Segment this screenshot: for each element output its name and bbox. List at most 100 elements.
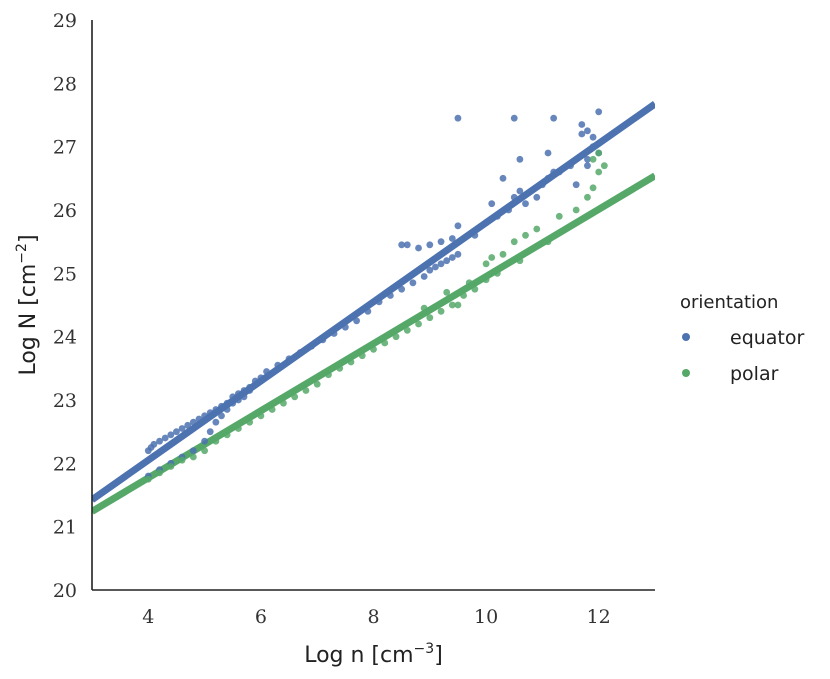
data-point-polar	[291, 393, 299, 401]
data-point-equator	[263, 368, 270, 375]
data-point-equator	[589, 143, 597, 151]
data-point-polar	[325, 371, 332, 379]
data-point-equator	[454, 222, 462, 230]
data-point-equator	[544, 174, 552, 182]
data-point-equator	[578, 121, 586, 128]
data-point-polar	[370, 345, 377, 353]
data-point-polar	[403, 326, 411, 334]
data-point-equator	[206, 409, 214, 417]
regression-line-polar	[92, 172, 655, 515]
x-tick-label: 6	[255, 606, 267, 628]
data-point-polar	[212, 437, 220, 445]
data-point-equator	[533, 193, 541, 201]
data-point-equator	[341, 323, 349, 331]
legend-marker-equator	[682, 333, 690, 341]
data-point-polar	[544, 238, 552, 246]
data-point-polar	[533, 225, 541, 233]
data-point-equator	[330, 330, 338, 337]
data-point-polar	[589, 184, 597, 192]
data-point-equator	[251, 377, 259, 385]
data-point-equator	[161, 434, 169, 442]
data-point-polar	[482, 260, 490, 268]
x-tick-label: 10	[474, 606, 498, 628]
data-point-polar	[178, 456, 186, 464]
data-point-equator	[443, 257, 451, 265]
legend-marker-polar	[682, 369, 690, 377]
data-point-equator	[539, 181, 546, 189]
data-point-equator	[319, 336, 327, 344]
data-point-polar	[268, 406, 276, 413]
data-point-equator	[550, 114, 558, 122]
data-point-equator	[499, 174, 507, 182]
data-point-equator	[448, 235, 456, 242]
data-point-equator	[516, 155, 524, 163]
data-point-equator	[150, 440, 158, 448]
data-point-equator	[550, 168, 558, 176]
legend-label-polar: polar	[730, 363, 779, 385]
data-point-equator	[296, 349, 304, 356]
y-tick-label: 26	[53, 200, 77, 222]
data-point-equator	[595, 108, 603, 116]
legend-title: orientation	[680, 292, 778, 313]
data-point-polar	[358, 352, 366, 360]
axes: 4 6 8 10 12 20 21 22 23 24 25 26 27 28 29 Log n [cm−3] L…	[14, 10, 655, 668]
data-point-polar	[189, 453, 197, 461]
data-point-polar	[488, 254, 496, 261]
data-point-polar	[595, 149, 603, 157]
data-point-polar	[465, 279, 473, 287]
data-point-equator	[426, 241, 434, 249]
data-point-equator	[403, 241, 411, 249]
y-tick-label: 23	[53, 390, 77, 412]
data-point-polar	[313, 380, 321, 388]
data-point-equator	[223, 399, 231, 407]
data-point-polar	[246, 418, 254, 426]
data-point-polar	[336, 364, 344, 372]
data-point-polar	[437, 307, 445, 315]
data-point-equator	[257, 374, 265, 382]
data-point-equator	[448, 254, 456, 261]
data-point-polar	[443, 288, 451, 296]
data-point-polar	[555, 212, 563, 220]
data-point-polar	[201, 447, 209, 455]
data-point-equator	[274, 361, 282, 369]
data-point-polar	[381, 339, 389, 347]
data-point-equator	[482, 219, 490, 227]
data-point-polar	[493, 269, 501, 277]
data-point-equator	[567, 162, 574, 170]
data-point-equator	[505, 206, 513, 214]
data-point-polar	[426, 314, 434, 322]
data-point-equator	[584, 127, 591, 135]
data-point-equator	[195, 415, 203, 423]
data-point-polar	[257, 412, 265, 420]
data-point-polar	[144, 475, 152, 483]
data-point-polar	[522, 231, 529, 239]
legend-label-equator: equator	[730, 327, 805, 349]
data-point-polar	[482, 276, 490, 284]
data-point-equator	[578, 130, 586, 138]
data-point-polar	[589, 155, 597, 163]
data-point-polar	[460, 292, 467, 299]
data-point-equator	[572, 181, 580, 189]
data-point-equator	[555, 168, 563, 176]
data-point-equator	[488, 200, 496, 208]
data-point-polar	[167, 463, 175, 470]
data-point-equator	[432, 263, 439, 271]
data-point-equator	[212, 406, 220, 413]
data-point-equator	[544, 149, 552, 157]
data-point-polar	[347, 358, 355, 366]
y-axis-label: Log N [cm−2]	[14, 234, 41, 375]
data-point-equator	[437, 238, 445, 246]
data-point-equator	[234, 396, 242, 404]
data-point-equator	[454, 250, 462, 258]
x-tick-label: 4	[142, 606, 154, 628]
data-point-polar	[572, 206, 580, 214]
data-point-equator	[234, 390, 242, 398]
data-point-equator	[516, 187, 524, 195]
y-tick-label: 28	[53, 73, 77, 95]
data-point-equator	[426, 266, 434, 274]
data-point-polar	[516, 257, 524, 265]
x-axis-label: Log n [cm−3]	[304, 641, 443, 668]
data-point-polar	[392, 333, 400, 341]
data-point-equator	[493, 212, 501, 220]
data-point-polar	[420, 304, 428, 312]
